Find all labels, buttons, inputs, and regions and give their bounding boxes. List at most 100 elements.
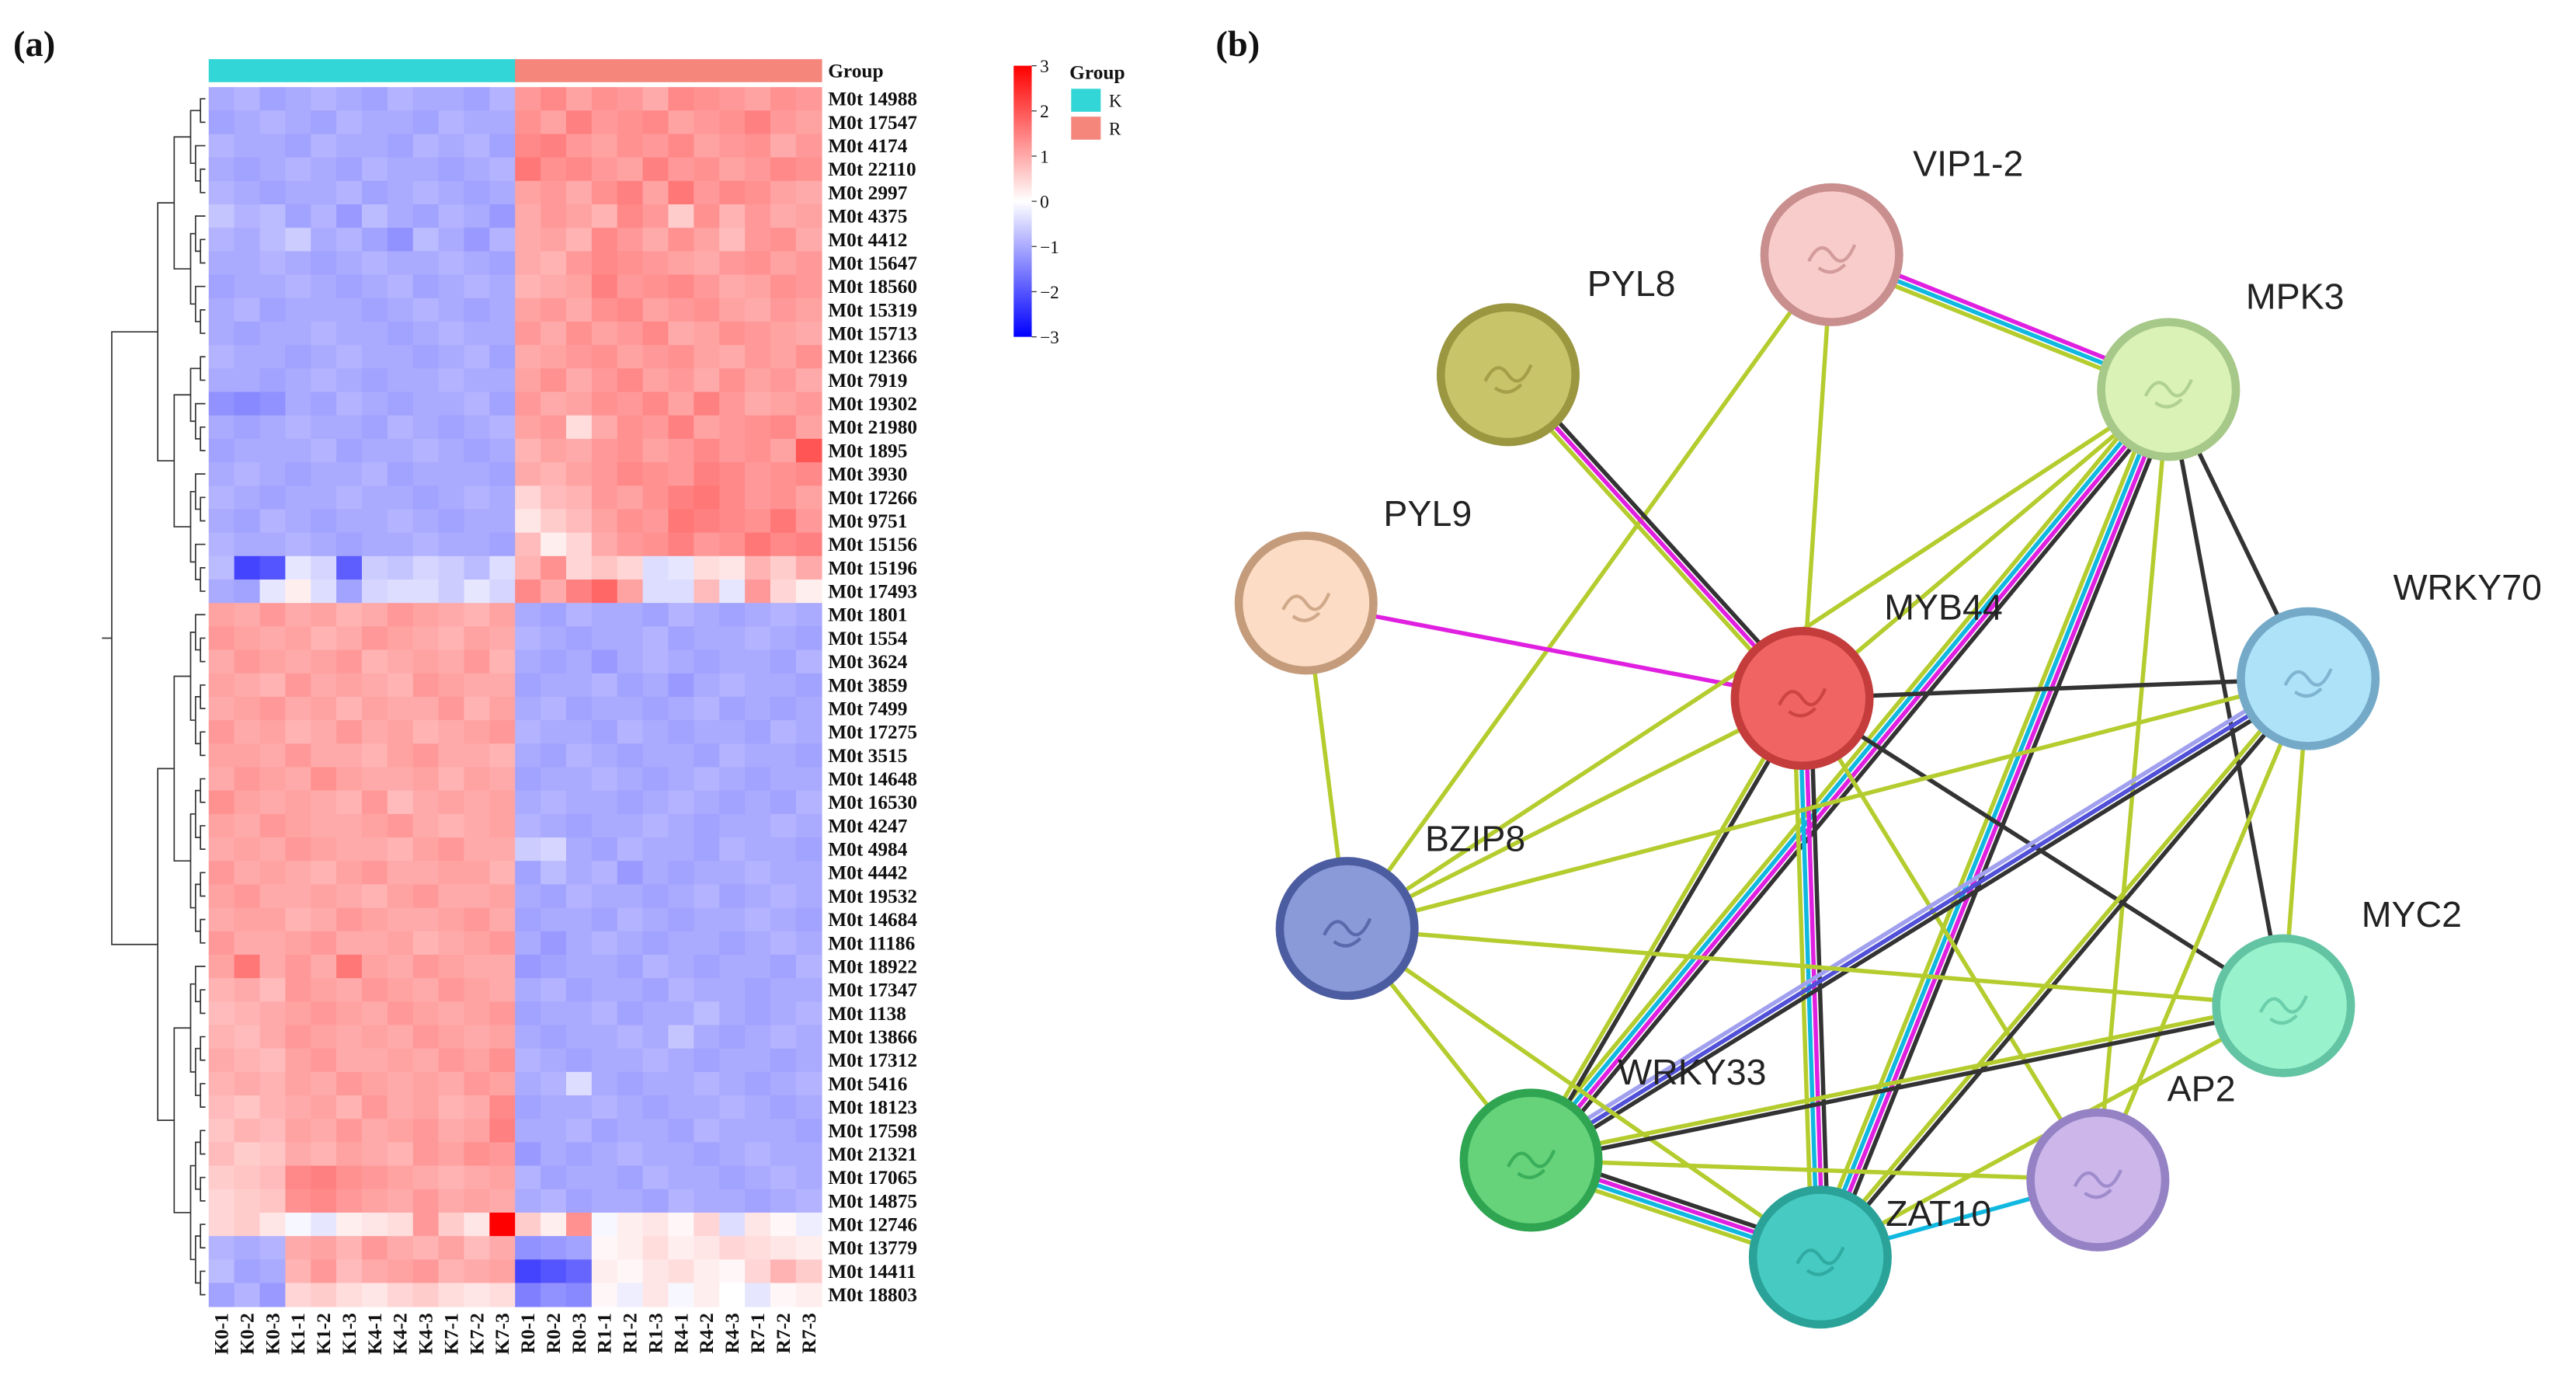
- heat-cell: [234, 861, 261, 886]
- heat-cell: [745, 204, 771, 229]
- heat-cell: [438, 180, 465, 205]
- heat-cell: [795, 1165, 822, 1190]
- heat-cell: [617, 837, 644, 862]
- heat-cell: [591, 321, 618, 346]
- heat-cell: [515, 978, 541, 1003]
- heat-cell: [387, 509, 414, 534]
- heat-cell: [336, 1095, 363, 1120]
- heat-cell: [464, 368, 491, 393]
- node-structure: [1281, 592, 1331, 622]
- heat-cell: [464, 720, 491, 745]
- heat-cell: [617, 368, 644, 393]
- heat-cell: [515, 1212, 541, 1237]
- heat-cell: [642, 1212, 669, 1237]
- heat-cell: [617, 1165, 644, 1190]
- heat-cell: [361, 251, 388, 276]
- heat-cell: [387, 978, 414, 1003]
- dendrogram-link: [200, 426, 206, 451]
- heat-cell: [591, 392, 618, 416]
- heat-cell: [361, 157, 388, 182]
- heat-cell: [565, 1048, 593, 1073]
- heat-cell: [489, 298, 516, 322]
- colorbar-tick-label: 3: [1040, 57, 1049, 77]
- heat-cell: [642, 884, 669, 909]
- heat-cell: [565, 720, 593, 745]
- dendrogram-link: [189, 813, 196, 909]
- heat-cell: [565, 626, 593, 651]
- panel-label: (b): [1215, 25, 1260, 64]
- heat-cell: [642, 87, 669, 112]
- heat-cell: [208, 978, 235, 1003]
- heat-cell: [515, 1189, 541, 1213]
- heat-cell: [412, 1236, 440, 1261]
- heat-cell: [311, 884, 337, 909]
- heat-cell: [234, 1119, 261, 1144]
- heat-cell: [234, 415, 261, 440]
- heat-cell: [770, 813, 797, 838]
- edge: [1531, 1157, 2098, 1182]
- heat-cell: [336, 579, 363, 604]
- heat-cell: [285, 954, 312, 979]
- heat-cell: [642, 1283, 669, 1307]
- heat-cell: [541, 134, 567, 158]
- heat-cell: [208, 579, 235, 604]
- heat-cell: [464, 438, 491, 463]
- heat-cell: [361, 1001, 388, 1026]
- heat-cell: [412, 228, 440, 252]
- heat-cell: [438, 87, 465, 112]
- heat-cell: [591, 861, 618, 886]
- heat-cell: [617, 1048, 644, 1073]
- heat-cell: [311, 579, 337, 604]
- heat-cell: [208, 837, 235, 862]
- heat-cell: [361, 884, 388, 909]
- heat-cell: [770, 415, 797, 440]
- edge: [1346, 696, 1803, 931]
- row-label: M0t 17312: [828, 1050, 917, 1071]
- heat-cell: [719, 298, 746, 322]
- heat-cell: [591, 486, 618, 510]
- node-structure: [2283, 668, 2333, 698]
- heat-cell: [234, 673, 261, 698]
- heat-cell: [361, 1071, 388, 1096]
- heat-cell: [285, 274, 312, 299]
- heat-cell: [694, 626, 721, 651]
- heat-cell: [259, 368, 287, 393]
- column-label: R4-2: [696, 1313, 718, 1353]
- dendrogram-link: [189, 490, 196, 563]
- heat-cell: [259, 673, 287, 698]
- heat-cell: [515, 298, 541, 322]
- column-label: R7-2: [773, 1313, 794, 1353]
- heat-cell: [208, 1025, 235, 1050]
- dendrogram-link: [200, 238, 206, 264]
- heat-cell: [489, 1236, 516, 1261]
- heat-cell: [208, 509, 235, 534]
- heat-cell: [234, 251, 261, 276]
- heat-cell: [642, 1236, 669, 1261]
- heat-cell: [642, 368, 669, 393]
- edge: [1506, 373, 1804, 700]
- heat-cell: [259, 110, 287, 135]
- heat-cell: [387, 1283, 414, 1307]
- heat-cell: [565, 813, 593, 838]
- heat-cell: [285, 743, 312, 768]
- colorbar-tick-label: −1: [1040, 238, 1059, 258]
- heat-cell: [694, 743, 721, 768]
- heat-cell: [719, 415, 746, 440]
- heat-cell: [412, 1165, 440, 1190]
- heat-cell: [668, 532, 695, 557]
- heat-cell: [208, 767, 235, 792]
- heat-cell: [412, 837, 440, 862]
- row-label: M0t 9751: [828, 510, 907, 532]
- heat-cell: [668, 954, 695, 979]
- heat-cell: [387, 204, 414, 229]
- heat-cell: [412, 415, 440, 440]
- heat-cell: [694, 720, 721, 745]
- heat-cell: [464, 1095, 491, 1120]
- dendrogram-link: [200, 637, 206, 663]
- heat-cell: [464, 1142, 491, 1167]
- heat-cell: [259, 1001, 287, 1026]
- heat-cell: [259, 392, 287, 416]
- heat-cell: [668, 696, 695, 721]
- heat-cell: [694, 274, 721, 299]
- heat-cell: [617, 931, 644, 956]
